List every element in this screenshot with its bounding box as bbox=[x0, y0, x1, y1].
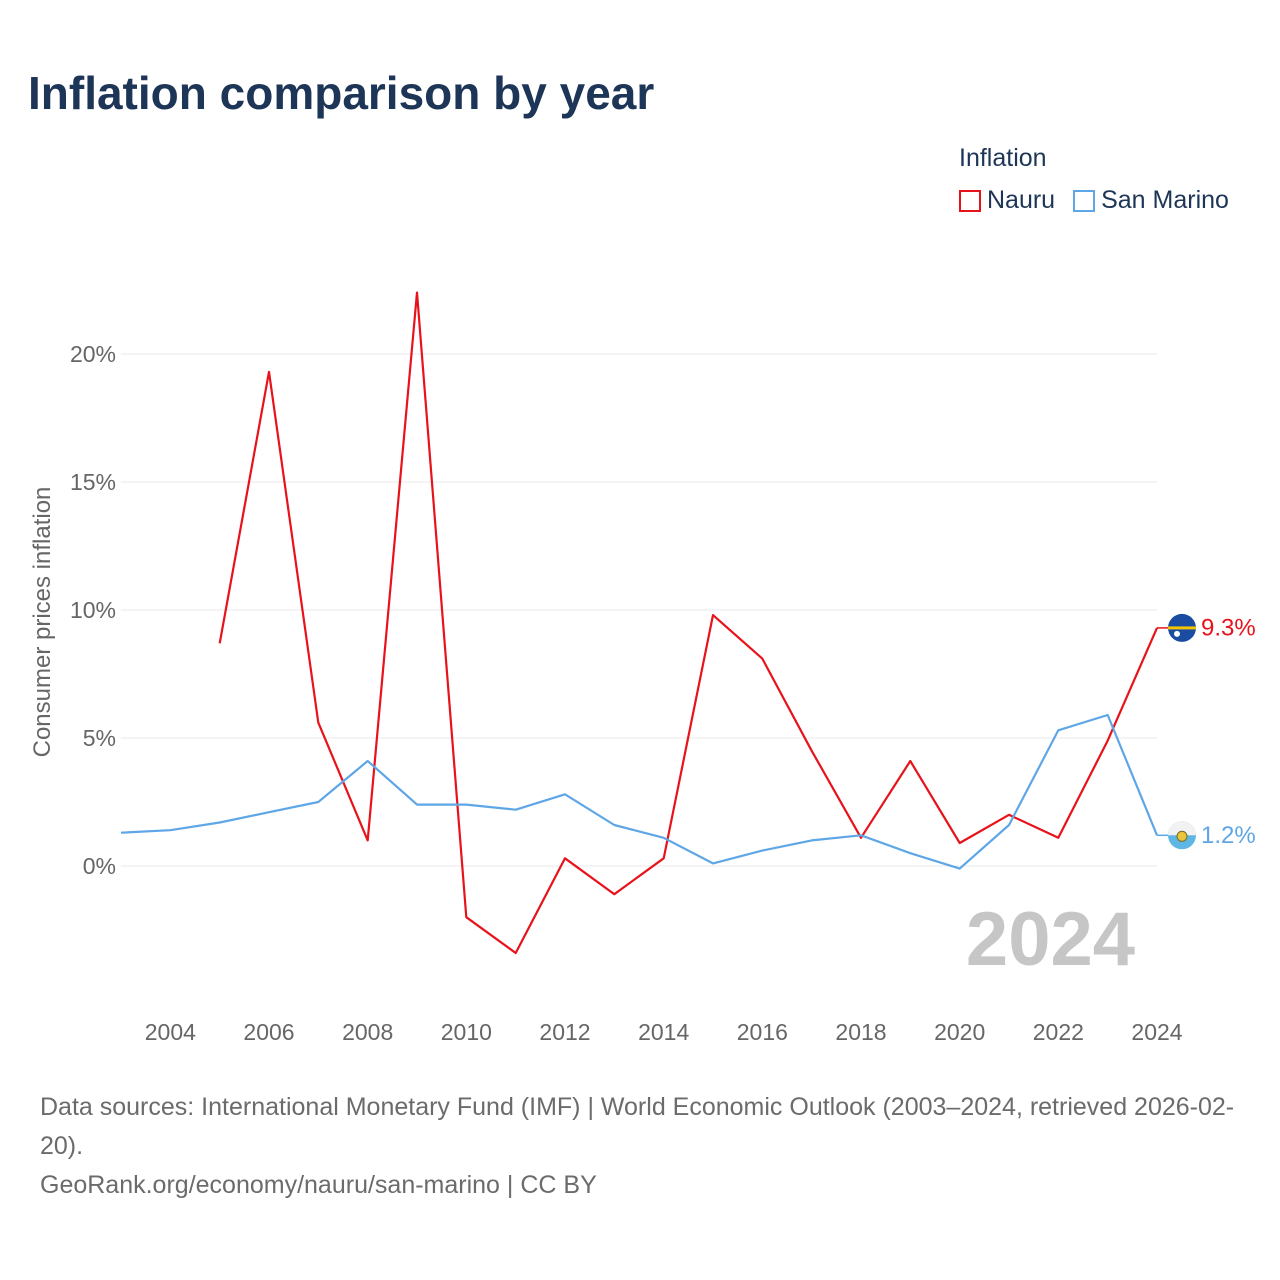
series-line-nauru bbox=[218, 291, 1159, 955]
chart-title: Inflation comparison by year bbox=[28, 67, 655, 119]
x-tick-label: 2014 bbox=[638, 1019, 689, 1045]
legend: Nauru San Marino bbox=[959, 186, 1229, 215]
san-marino-flag-top bbox=[1168, 821, 1196, 836]
y-tick-label: 15% bbox=[70, 469, 116, 495]
end-label-san-marino: 1.2% bbox=[1201, 822, 1256, 849]
legend-item-san-marino[interactable]: San Marino bbox=[1073, 186, 1229, 215]
x-tick-label: 2008 bbox=[342, 1019, 393, 1045]
x-tick-label: 2016 bbox=[737, 1019, 788, 1045]
y-tick-label: 20% bbox=[70, 341, 116, 367]
data-sources: Data sources: International Monetary Fun… bbox=[40, 1093, 1235, 1160]
x-tick-label: 2004 bbox=[145, 1019, 196, 1045]
x-tick-label: 2020 bbox=[934, 1019, 985, 1045]
san-marino-flag-emblem bbox=[1176, 830, 1188, 842]
legend-label-san-marino: San Marino bbox=[1101, 186, 1229, 214]
legend-item-nauru[interactable]: Nauru bbox=[959, 186, 1055, 215]
footer: Data sources: International Monetary Fun… bbox=[40, 1088, 1255, 1205]
y-tick-label: 0% bbox=[83, 853, 116, 879]
y-tick-label: 10% bbox=[70, 597, 116, 623]
x-tick-label: 2006 bbox=[243, 1019, 294, 1045]
legend-label-nauru: Nauru bbox=[987, 186, 1056, 214]
legend-swatch-nauru bbox=[959, 189, 981, 212]
credit-link[interactable]: GeoRank.org/economy/nauru/san-marino | C… bbox=[40, 1171, 597, 1199]
series-line-san-marino bbox=[120, 713, 1159, 870]
y-tick-label: 5% bbox=[83, 725, 116, 751]
x-tick-label: 2024 bbox=[1131, 1019, 1182, 1045]
end-label-nauru: 9.3% bbox=[1201, 614, 1256, 641]
x-tick-label: 2010 bbox=[441, 1019, 492, 1045]
legend-swatch-san-marino bbox=[1073, 189, 1096, 212]
y-axis-label: Consumer prices inflation bbox=[29, 487, 56, 758]
nauru-flag-star bbox=[1174, 630, 1180, 637]
line-chart: 0% 5% 10% 15% 20% 2004 2006 2008 2010 2012 2014 201… bbox=[29, 291, 1256, 1045]
x-tick-label: 2022 bbox=[1033, 1019, 1084, 1045]
x-tick-label: 2018 bbox=[835, 1019, 886, 1045]
legend-title: Inflation bbox=[959, 144, 1047, 172]
x-tick-label: 2012 bbox=[539, 1019, 590, 1045]
year-watermark: 2024 bbox=[966, 897, 1135, 982]
nauru-flag-stripe bbox=[1168, 626, 1196, 630]
